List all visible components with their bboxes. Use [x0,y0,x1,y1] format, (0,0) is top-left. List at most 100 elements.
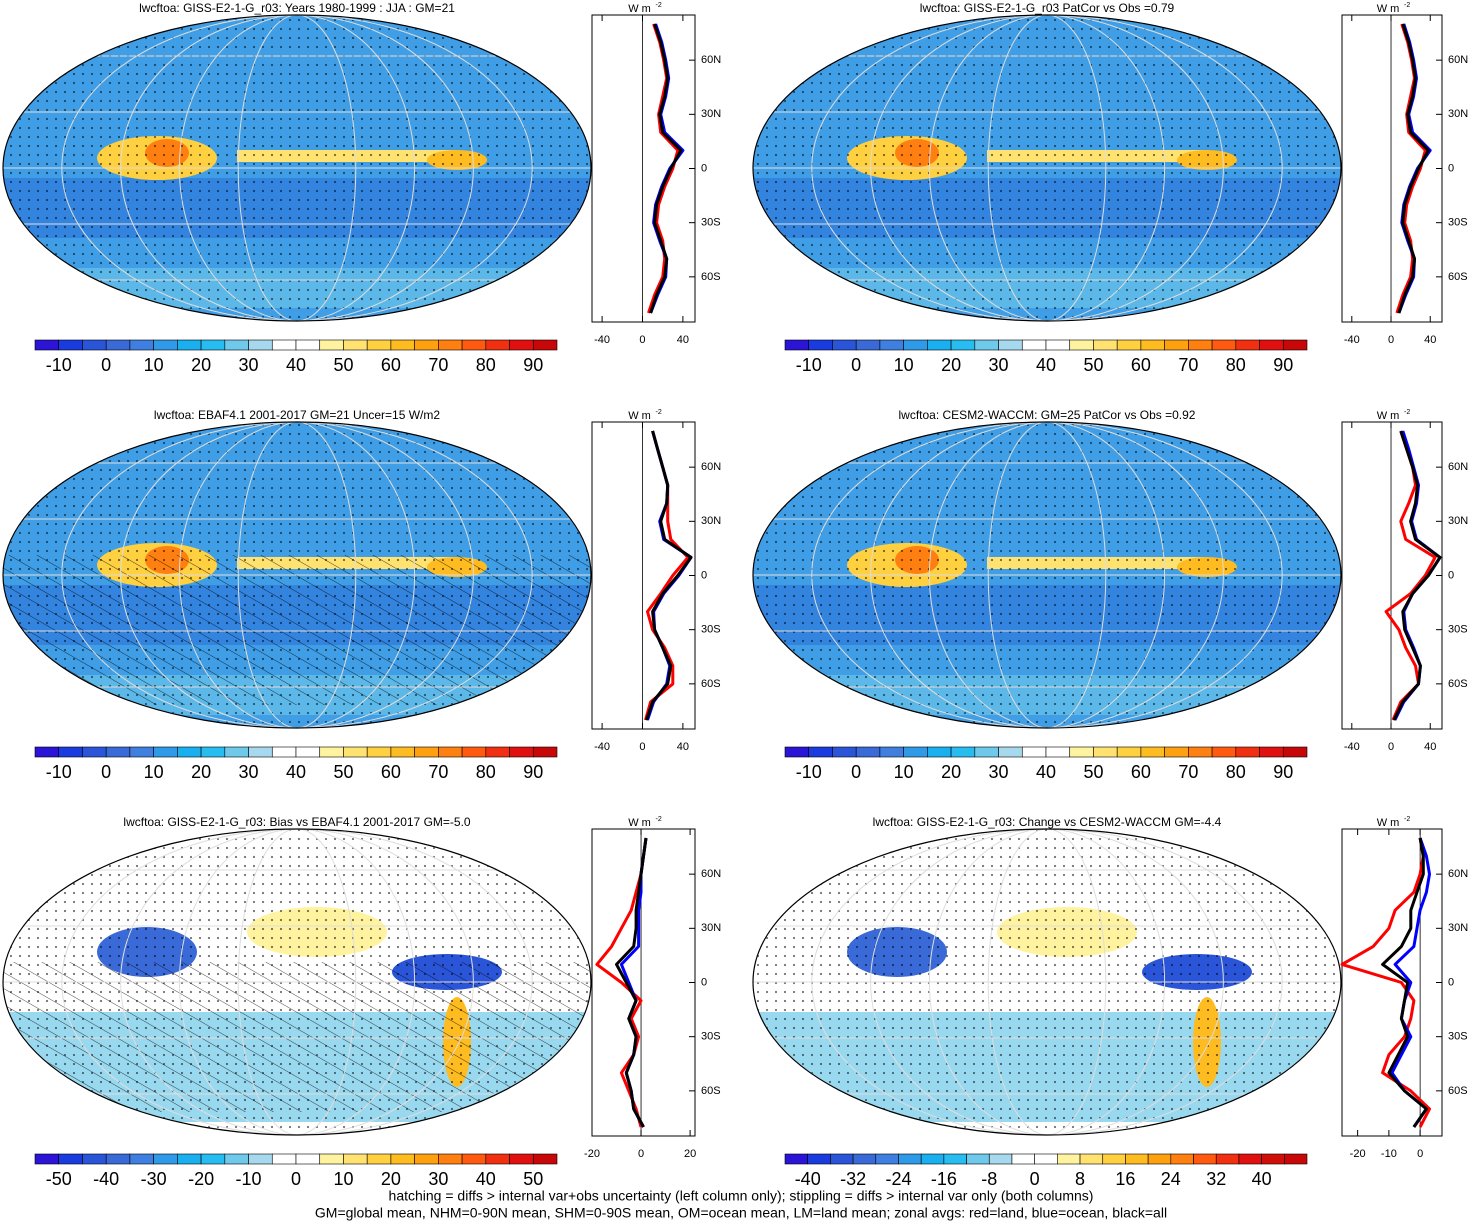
colorbar-label: -40 [93,1169,119,1189]
colorbar-box [927,746,952,758]
x-tick-label: 0 [639,334,645,346]
colorbar-box [248,746,273,758]
colorbar-box [153,1153,178,1165]
zonal-frame [1341,14,1443,323]
x-tick-label: -10 [1381,1148,1397,1160]
graticule [928,829,1166,1135]
map [752,828,1342,1136]
units-superscript: -2 [656,409,662,416]
graticule [811,422,1283,728]
colorbar-label: 20 [941,355,961,375]
colorbar-box [1093,339,1118,351]
colorbar-box [271,1153,297,1165]
colorbar-label: -10 [236,1169,262,1189]
colorbar-label: 10 [144,355,164,375]
graticule [811,15,1283,321]
x-tick-label: -40 [594,334,610,346]
units-label: W m [628,817,651,829]
colorbar-box [532,1153,558,1165]
colorbar-box [34,746,60,758]
colorbar-label: -40 [795,1169,821,1189]
colorbar-label: 80 [1226,355,1246,375]
colorbar-box [1069,339,1094,351]
x-tick-label: 0 [1388,741,1394,753]
panel-title: lwcftoa: CESM2-WACCM: GM=25 PatCor vs Ob… [899,408,1196,422]
colorbar-label: 90 [1273,355,1293,375]
colorbar-label: 30 [989,355,1009,375]
y-tick-label: 30S [701,1031,721,1043]
colorbar-box [1021,746,1047,758]
colorbar-box [271,339,297,351]
colorbar-box [1211,339,1237,351]
colorbar-box [832,746,857,758]
map-field [753,422,1341,728]
panel-title: lwcftoa: GISS-E2-1-G_r03: Bias vs EBAF4.… [123,815,470,829]
colorbar-box [1045,746,1071,758]
colorbar-box [1188,339,1213,351]
graticule [870,829,1224,1135]
colorbar-label: 0 [291,1169,301,1189]
y-tick-label: 30S [701,217,721,229]
colorbar-label: -10 [796,355,822,375]
colorbar-box [1282,339,1308,351]
colorbar-box [224,746,249,758]
colorbar-label: 50 [333,762,353,782]
colorbar-box [248,1153,273,1165]
map [2,14,592,322]
colorbar-box [1093,746,1118,758]
y-tick-label: 60S [1448,678,1468,690]
colorbar-box [1188,746,1213,758]
zonal-frame [591,14,696,323]
colorbar-label: -10 [796,762,822,782]
colorbar-box [414,746,439,758]
y-tick-label: 60S [1448,1085,1468,1097]
colorbar-label: 80 [476,355,496,375]
colorbar-label: 32 [1206,1169,1226,1189]
colorbar-label: 30 [989,762,1009,782]
colorbar-label: 90 [523,355,543,375]
colorbar-box [903,746,928,758]
colorbar-box [1164,339,1189,351]
colorbar-box [153,746,178,758]
zonal-line [1392,430,1442,721]
colorbar-label: 10 [144,762,164,782]
zonal-line [615,837,648,1128]
graticule [987,422,1107,728]
colorbar-box [295,339,321,351]
colorbar-box [509,339,534,351]
colorbar-box [1057,1153,1081,1165]
x-tick-label: 40 [1424,334,1436,346]
graticule [811,829,1283,1135]
y-tick-label: 30N [701,108,721,120]
colorbar-label: -32 [840,1169,866,1189]
y-tick-label: 30S [1448,1031,1468,1043]
colorbar-label: 70 [428,762,448,782]
units-label: W m [1377,3,1400,15]
map-border [752,421,1342,729]
colorbar-label: 70 [1178,355,1198,375]
colorbar-label: -24 [885,1169,911,1189]
colorbar-box [1140,339,1165,351]
y-tick-label: 0 [701,162,707,174]
map [2,421,592,729]
colorbar-box [1011,1153,1035,1165]
colorbar-box [1238,1153,1262,1165]
y-tick-label: 60N [701,868,721,880]
colorbar-box [784,339,810,351]
zonal-line [647,23,680,314]
colorbar-box [82,746,107,758]
y-tick-label: 0 [1448,976,1454,988]
y-tick-label: 0 [1448,569,1454,581]
colorbar-box [105,746,131,758]
zonal-line [649,23,683,314]
colorbar-label: -16 [931,1169,957,1189]
x-tick-label: 40 [1424,741,1436,753]
panel-title: lwcftoa: GISS-E2-1-G_r03 PatCor vs Obs =… [920,1,1175,15]
colorbar-box [461,746,487,758]
colorbar-box [974,746,999,758]
colorbar-label: 10 [333,1169,353,1189]
y-tick-label: 60N [1448,461,1468,473]
colorbar-box [82,339,107,351]
colorbar-box [974,339,999,351]
colorbar-box [438,746,463,758]
